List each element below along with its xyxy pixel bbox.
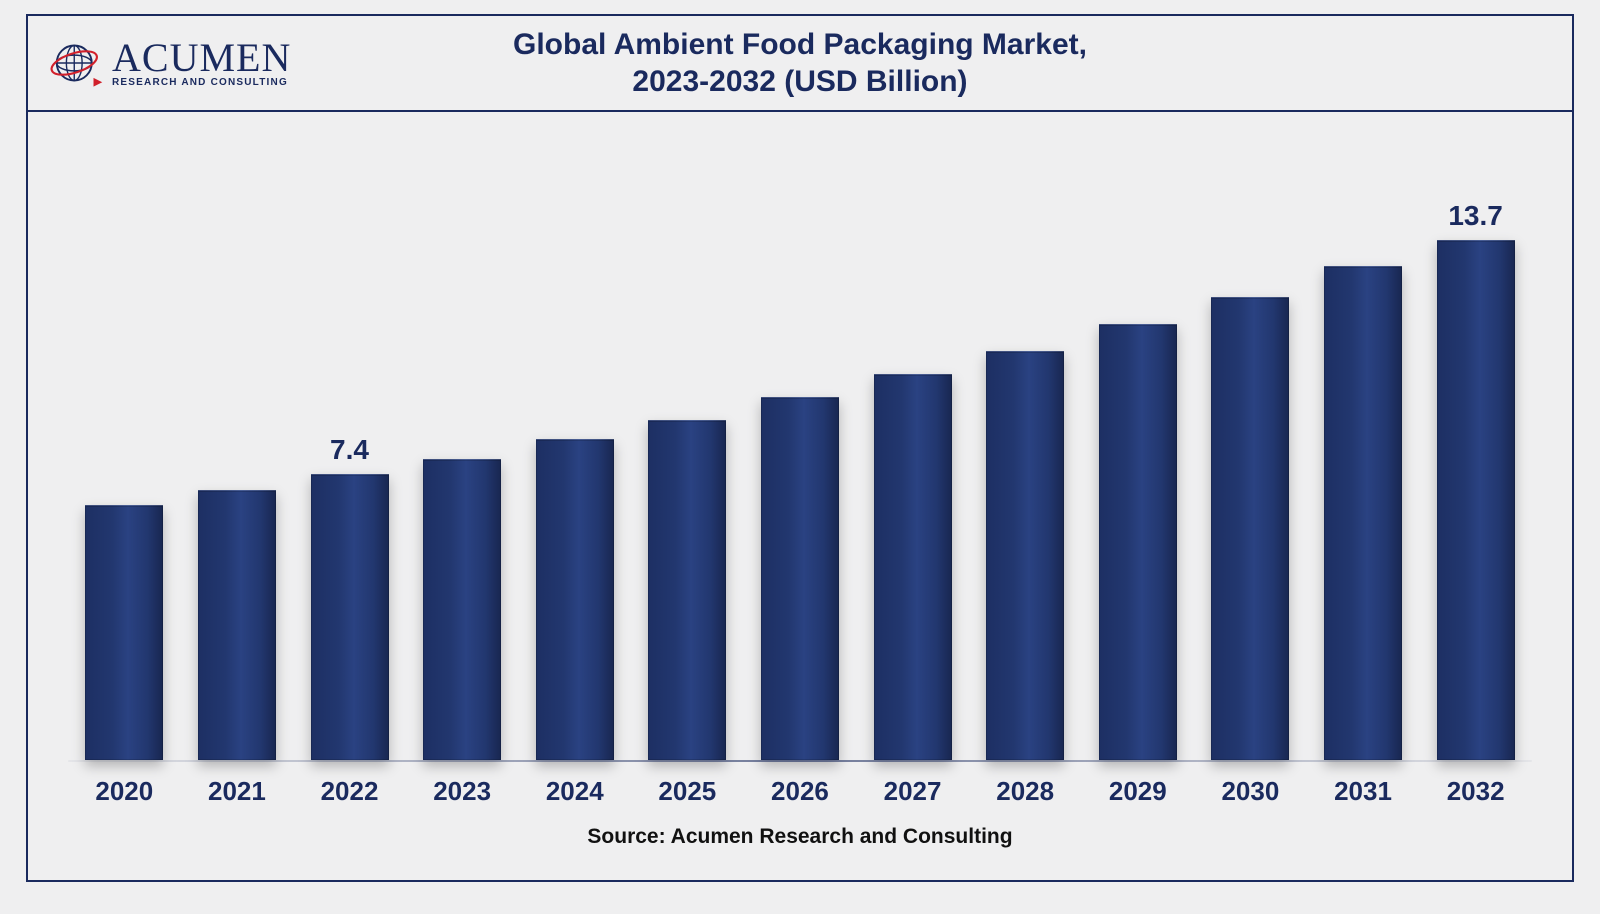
x-tick-label: 2025 <box>631 776 744 807</box>
brand-logo: ACUMEN RESEARCH AND CONSULTING <box>48 35 291 91</box>
x-axis: 2020202120222023202420252026202720282029… <box>68 776 1532 807</box>
x-tick-label: 2027 <box>856 776 969 807</box>
brand-subline: RESEARCH AND CONSULTING <box>112 78 291 88</box>
x-tick-label: 2022 <box>293 776 406 807</box>
bar <box>198 490 276 760</box>
title-line-1: Global Ambient Food Packaging Market, <box>513 26 1087 64</box>
bar-column <box>68 200 181 760</box>
bar-column <box>744 200 857 760</box>
x-tick-label: 2032 <box>1419 776 1532 807</box>
x-tick-label: 2020 <box>68 776 181 807</box>
x-tick-label: 2023 <box>406 776 519 807</box>
bar <box>1324 266 1402 760</box>
bar-column <box>856 200 969 760</box>
bar-column <box>631 200 744 760</box>
bar <box>986 351 1064 760</box>
x-tick-label: 2031 <box>1307 776 1420 807</box>
bar-column: 13.7 <box>1419 200 1532 760</box>
x-tick-label: 2026 <box>744 776 857 807</box>
plot-region: 7.4 13.7 <box>68 172 1532 762</box>
bar <box>648 420 726 760</box>
bar <box>1099 324 1177 760</box>
x-tick-label: 2028 <box>969 776 1082 807</box>
source-caption: Source: Acumen Research and Consulting <box>68 807 1532 865</box>
bar-value-label: 13.7 <box>1448 200 1503 232</box>
bar-column <box>406 200 519 760</box>
bar-value-label: 7.4 <box>330 434 369 466</box>
bar-column <box>1194 200 1307 760</box>
bar <box>874 374 952 760</box>
x-tick-label: 2029 <box>1081 776 1194 807</box>
brand-word: ACUMEN <box>112 38 291 78</box>
bar <box>761 397 839 760</box>
chart-title: Global Ambient Food Packaging Market, 20… <box>513 26 1087 101</box>
x-tick-label: 2021 <box>181 776 294 807</box>
bar-column: 7.4 <box>293 200 406 760</box>
x-tick-label: 2024 <box>518 776 631 807</box>
x-baseline <box>68 760 1532 762</box>
title-line-2: 2023-2032 (USD Billion) <box>513 63 1087 101</box>
bar-column <box>969 200 1082 760</box>
bar-column <box>518 200 631 760</box>
bar-column <box>1307 200 1420 760</box>
x-tick-label: 2030 <box>1194 776 1307 807</box>
chart-frame: ACUMEN RESEARCH AND CONSULTING Global Am… <box>26 14 1574 882</box>
brand-text: ACUMEN RESEARCH AND CONSULTING <box>112 38 291 88</box>
bar <box>1211 297 1289 760</box>
header-bar: ACUMEN RESEARCH AND CONSULTING Global Am… <box>28 16 1572 112</box>
bar <box>423 459 501 760</box>
bar <box>311 474 389 760</box>
bar <box>1437 240 1515 760</box>
bar-column <box>181 200 294 760</box>
bar-series: 7.4 13.7 <box>68 200 1532 760</box>
bar <box>536 439 614 760</box>
bar <box>85 505 163 760</box>
globe-icon <box>48 35 104 91</box>
chart-area: 7.4 13.7 20202021202220232024202520262027… <box>28 112 1572 880</box>
bar-column <box>1081 200 1194 760</box>
